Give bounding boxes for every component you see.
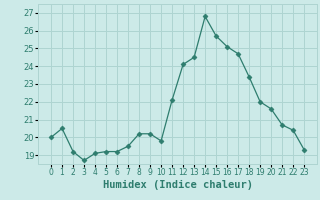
X-axis label: Humidex (Indice chaleur): Humidex (Indice chaleur) [103,180,252,190]
